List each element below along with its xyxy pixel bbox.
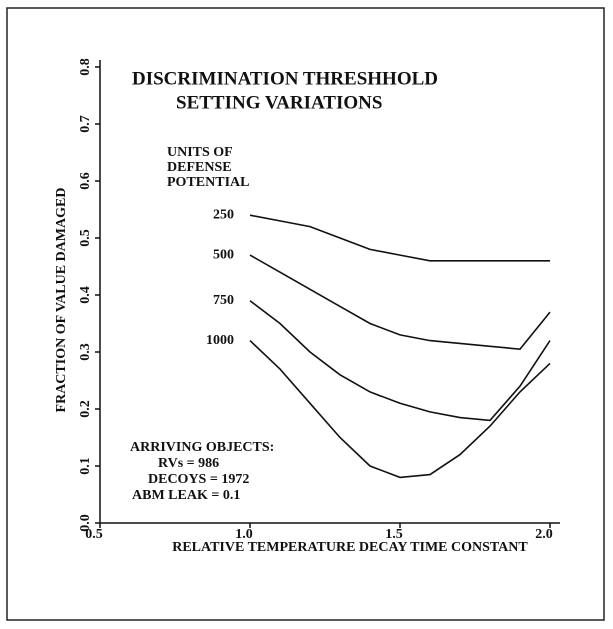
y-tick-label: 0.0 — [78, 514, 93, 532]
x-tick-label: 2.0 — [535, 527, 553, 542]
y-tick-label: 0.1 — [78, 457, 93, 475]
series-line — [249, 340, 551, 479]
y-tick-label: 0.2 — [78, 400, 93, 418]
series-label: 250 — [213, 207, 234, 222]
legend-title: UNITS OF — [167, 145, 233, 160]
chart-subtitle: SETTING VARIATIONS — [176, 92, 382, 113]
legend-title: DEFENSE — [167, 160, 232, 175]
x-tick-label: 1.0 — [235, 527, 253, 542]
annotation: RVs = 986 — [158, 456, 219, 471]
series-line — [249, 214, 550, 262]
series-label: 750 — [213, 293, 234, 308]
legend-title: POTENTIAL — [167, 175, 249, 190]
x-axis-label: RELATIVE TEMPERATURE DECAY TIME CONSTANT — [172, 540, 528, 555]
y-tick-label: 0.8 — [78, 58, 93, 76]
series-line — [249, 254, 551, 350]
annotation: ABM LEAK = 0.1 — [132, 488, 240, 503]
chart-title: DISCRIMINATION THRESHHOLD — [132, 68, 438, 89]
x-tick-label: 0.5 — [85, 527, 103, 542]
y-tick-label: 0.3 — [78, 343, 93, 361]
series-label: 500 — [213, 247, 234, 262]
y-tick-label: 0.4 — [78, 286, 93, 304]
x-tick-label: 1.5 — [385, 527, 403, 542]
series-line — [249, 300, 551, 422]
y-axis-label: FRACTION OF VALUE DAMAGED — [54, 188, 69, 413]
frame — [6, 7, 605, 621]
y-tick-label: 0.7 — [78, 115, 93, 133]
annotation: ARRIVING OBJECTS: — [130, 440, 274, 455]
y-tick-label: 0.6 — [78, 172, 93, 190]
y-tick-label: 0.5 — [78, 229, 93, 247]
annotation: DECOYS = 1972 — [148, 472, 249, 487]
series-label: 1000 — [206, 333, 234, 348]
